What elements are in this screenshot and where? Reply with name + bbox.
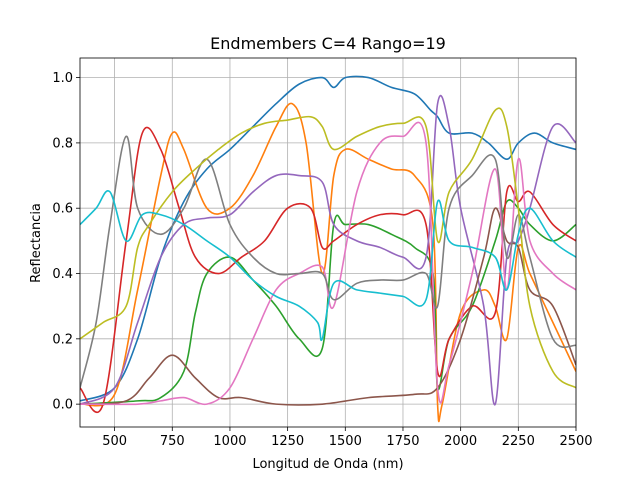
chart-title: Endmembers C=4 Rango=19	[210, 34, 446, 53]
series-line-8	[80, 135, 576, 389]
series-line-1	[80, 75, 576, 402]
y-tick-label: 0.6	[52, 202, 73, 217]
x-tick-label: 1000	[213, 434, 246, 449]
x-tick-label: 500	[102, 434, 127, 449]
y-tick-label: 0.8	[52, 136, 73, 151]
series-line-10	[80, 189, 576, 342]
x-tick-label: 2000	[444, 434, 477, 449]
x-axis-label: Longitud de Onda (nm)	[252, 457, 403, 472]
series-line-7	[80, 121, 576, 406]
ticks: 500 750 1000 1250 1500 1750 2000 2250 2500 0.0 0.2…	[52, 71, 592, 449]
x-tick-label: 2250	[502, 434, 535, 449]
x-tick-label: 1750	[386, 434, 419, 449]
y-tick-label: 1.0	[52, 71, 73, 86]
y-tick-label: 0.2	[52, 332, 73, 347]
axes-frame	[79, 57, 577, 428]
series-lines	[80, 75, 576, 423]
x-tick-label: 1250	[271, 434, 304, 449]
y-axis-label: Reflectancia	[29, 203, 44, 283]
x-tick-label: 1500	[329, 434, 362, 449]
x-tick-label: 750	[160, 434, 185, 449]
x-tick-label: 2500	[559, 434, 592, 449]
y-tick-label: 0.0	[52, 398, 73, 413]
series-line-9	[80, 107, 576, 389]
y-tick-label: 0.4	[52, 267, 73, 282]
series-line-6	[80, 207, 576, 406]
